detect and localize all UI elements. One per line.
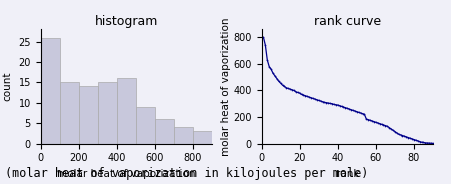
Bar [78, 86, 98, 144]
Y-axis label: count: count [3, 72, 13, 101]
Bar [155, 119, 174, 144]
Bar [117, 78, 136, 144]
Bar [41, 38, 60, 144]
Bar [60, 82, 78, 144]
Bar [98, 82, 117, 144]
Y-axis label: molar heat of vaporization: molar heat of vaporization [221, 17, 230, 156]
Title: histogram: histogram [95, 15, 158, 28]
Title: rank curve: rank curve [314, 15, 381, 28]
Bar [193, 131, 212, 144]
Bar [136, 107, 155, 144]
Bar [212, 139, 231, 144]
Bar [174, 127, 193, 144]
Text: (molar heat of vaporization in kilojoules per mole): (molar heat of vaporization in kilojoule… [5, 167, 368, 180]
X-axis label: rank: rank [336, 169, 359, 179]
X-axis label: molar heat of vaporization: molar heat of vaporization [57, 169, 196, 179]
